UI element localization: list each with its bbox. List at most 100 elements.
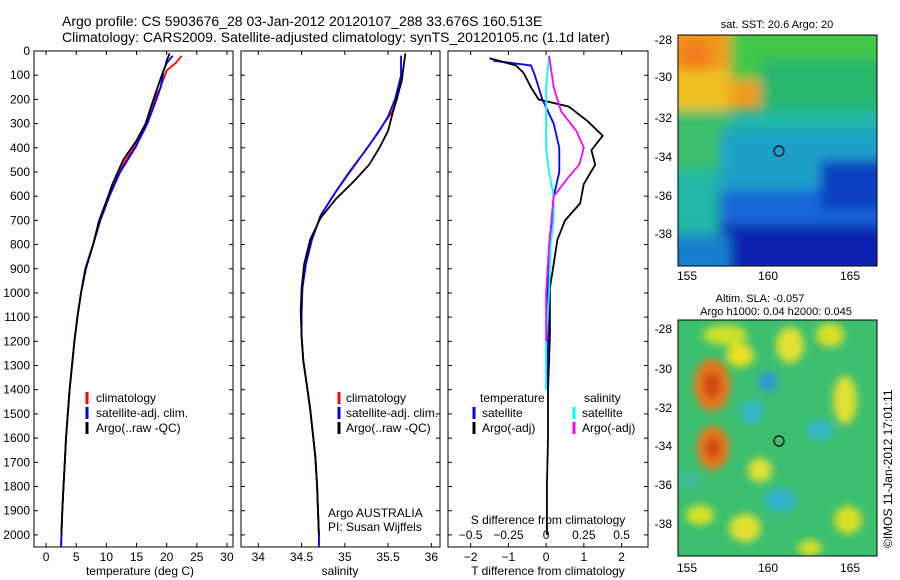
sst-xtick: 165	[840, 269, 860, 283]
temperature-series-line	[60, 53, 171, 535]
sst-xtick: 155	[677, 269, 697, 283]
sst-ytick: -38	[655, 227, 673, 241]
depth-tick-labels: 0 100 200 300 400 500 600 700 800 900 1000 1100 1200…	[3, 44, 30, 542]
sla-ytick: -34	[655, 439, 673, 453]
legend-label-s-argo: Argo(-adj)	[582, 421, 635, 435]
salinity-annotation-2: PI: Susan Wijffels	[328, 520, 422, 534]
legend-label-t-satellite: satellite	[482, 406, 523, 420]
sla-map-title-1: Altim. SLA: -0.057	[716, 293, 805, 305]
salinity-panel	[240, 50, 441, 548]
s-diff-tick-label: 0.5	[613, 528, 630, 542]
temperature-legend: climatology satellite-adj. clim. Argo(..…	[85, 391, 188, 435]
x-tick-label: −1	[502, 550, 516, 564]
sla-xtick: 165	[840, 561, 860, 575]
legend-label-argo: Argo(..raw -QC)	[346, 421, 431, 435]
depth-tick-label: 400	[10, 141, 30, 155]
sla-map-frame	[677, 319, 878, 557]
s-diff-tick-label: −0.25	[493, 528, 524, 542]
depth-tick-label: 1100	[4, 310, 30, 324]
x-tick-label: 2	[618, 550, 625, 564]
difference-legend: temperature salinity satellite Argo(-adj…	[472, 391, 635, 435]
depth-tick-label: 1400	[3, 383, 30, 397]
sla-map-title-2: Argo h1000: 0.04 h2000: 0.045	[700, 306, 852, 318]
sla-map-yticks: -28 -30 -32 -34 -36 -38	[655, 322, 673, 531]
sla-ytick: -30	[655, 362, 673, 376]
argo-location-marker	[773, 145, 785, 157]
x-tick-label: 34	[252, 550, 266, 564]
x-tick-label: 0	[543, 550, 550, 564]
depth-tick-label: 1700	[3, 455, 30, 469]
depth-tick-label: 600	[10, 189, 30, 203]
legend-header-salinity: salinity	[584, 391, 621, 405]
legend-label-t-argo: Argo(-adj)	[482, 421, 535, 435]
t-diff-argo-line	[489, 57, 604, 535]
sst-ytick: -30	[655, 70, 673, 84]
salinity-series-line	[299, 53, 407, 535]
x-tick-label: 1	[581, 550, 588, 564]
depth-tick-label: 900	[10, 262, 30, 276]
sst-ytick: -32	[655, 111, 673, 125]
s-diff-tick-label: 0	[543, 528, 550, 542]
sst-ytick: -36	[655, 189, 673, 203]
sla-map-xticks: 155 160 165	[677, 561, 860, 575]
legend-label-climatology: climatology	[96, 391, 156, 405]
depth-tick-label: 1600	[3, 431, 30, 445]
depth-tick-label: 1300	[3, 359, 30, 373]
sst-ytick: -28	[655, 33, 673, 47]
sla-xtick: 160	[758, 561, 778, 575]
sla-ytick: -28	[655, 322, 673, 336]
x-tick-label: 0	[43, 550, 50, 564]
legend-label-s-satellite: satellite	[582, 406, 623, 420]
x-tick-label: 20	[160, 550, 174, 564]
legend-header-temperature: temperature	[480, 391, 545, 405]
sst-ytick: -34	[655, 150, 673, 164]
x-tick-label: −2	[464, 550, 478, 564]
header-line2: Climatology: CARS2009. Satellite-adjuste…	[62, 29, 610, 45]
depth-tick-label: 800	[10, 238, 30, 252]
credit-stamp: ©IMOS 11-Jan-2012 17:01:11	[881, 389, 895, 548]
depth-tick-label: 0	[23, 44, 30, 58]
salinity-annotation-1: Argo AUSTRALIA	[328, 506, 423, 520]
series-layer	[60, 53, 604, 547]
sst-xtick: 160	[758, 269, 778, 283]
sst-map-frame	[677, 34, 878, 267]
sla-map	[678, 320, 877, 556]
difference-xlabel: T difference from climatology	[471, 564, 625, 578]
salinity-legend: climatology satellite-adj. clim. Argo(..…	[337, 391, 438, 435]
depth-tick-label: 1500	[3, 407, 30, 421]
difference-top-label: S difference from climatology	[471, 513, 626, 527]
x-tick-label: 25	[190, 550, 204, 564]
header-line1: Argo profile: CS 5903676_28 03-Jan-2012 …	[62, 13, 542, 29]
x-tick-label: 34.5	[290, 550, 314, 564]
sst-map-xticks: 155 160 165	[677, 269, 860, 283]
depth-tick-label: 200	[10, 92, 30, 106]
depth-tick-label: 1200	[3, 334, 30, 348]
x-tick-labels: 0 5 10 15 20 25 30 34 34.5 35 35.5 36 −2 −1 0 1 2 −0.5 −0.…	[43, 528, 631, 564]
legend-label-climatology: climatology	[346, 391, 406, 405]
depth-tick-label: 1000	[3, 286, 30, 300]
axis-ticks	[34, 50, 648, 547]
depth-tick-label: 700	[10, 213, 30, 227]
depth-tick-label: 1800	[3, 480, 30, 494]
x-tick-label: 15	[130, 550, 144, 564]
sla-ytick: -38	[655, 517, 673, 531]
legend-label-argo: Argo(..raw -QC)	[96, 421, 181, 435]
x-tick-label: 10	[100, 550, 114, 564]
x-tick-label: 35.5	[376, 550, 400, 564]
s-diff-tick-label: 0.25	[572, 528, 596, 542]
sla-ytick: -36	[655, 478, 673, 492]
sst-map	[678, 35, 877, 266]
sla-xtick: 155	[677, 561, 697, 575]
legend-label-satellite: satellite-adj. clim.	[96, 406, 188, 420]
legend-label-satellite: satellite-adj. clim.	[346, 406, 438, 420]
argo-location-marker	[773, 435, 785, 447]
sla-ytick: -32	[655, 401, 673, 415]
difference-panel	[447, 50, 649, 548]
x-tick-label: 35	[338, 550, 352, 564]
depth-tick-label: 2000	[3, 528, 30, 542]
salinity-xlabel: salinity	[322, 564, 359, 578]
depth-tick-label: 100	[10, 68, 30, 82]
temperature-panel	[33, 50, 234, 548]
sst-map-title: sat. SST: 20.6 Argo: 20	[721, 19, 834, 31]
